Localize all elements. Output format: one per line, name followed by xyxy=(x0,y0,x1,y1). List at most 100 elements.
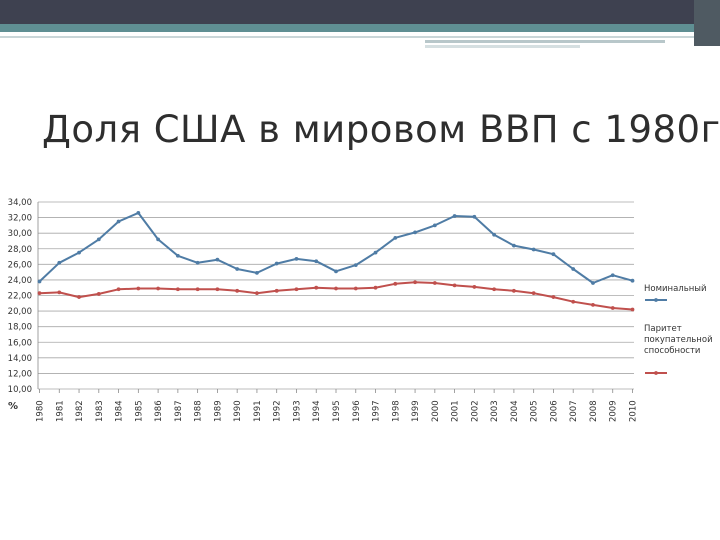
x-tick-label: 2000 xyxy=(431,400,441,422)
data-point-nominal xyxy=(274,261,279,266)
data-point-ppp xyxy=(373,285,378,290)
data-point-ppp xyxy=(334,286,338,291)
data-point-nominal xyxy=(334,269,338,274)
x-tick-label: 1999 xyxy=(411,400,421,422)
y-tick-label: 22,00 xyxy=(8,292,32,302)
x-tick-label: 1988 xyxy=(194,400,204,422)
data-point-ppp xyxy=(96,292,101,296)
data-point-ppp xyxy=(57,290,62,295)
data-point-ppp xyxy=(274,288,279,293)
x-tick-label: 1989 xyxy=(213,400,223,422)
data-point-ppp xyxy=(393,281,398,286)
x-tick-label: 1993 xyxy=(292,400,302,422)
x-tick-label: 2006 xyxy=(549,400,559,422)
slide-decor-line xyxy=(0,36,694,38)
data-point-nominal xyxy=(432,223,437,228)
data-point-ppp xyxy=(353,286,358,291)
x-tick-label: 1994 xyxy=(312,400,322,422)
slide-corner-accent xyxy=(694,0,720,46)
legend-marker-ppp xyxy=(654,371,658,375)
data-point-nominal xyxy=(413,230,417,235)
x-tick-label: 2004 xyxy=(510,400,520,422)
data-point-nominal xyxy=(551,252,556,257)
data-point-nominal xyxy=(373,250,378,255)
data-point-ppp xyxy=(472,285,477,289)
data-point-ppp xyxy=(294,287,299,292)
data-point-nominal xyxy=(175,253,180,258)
data-point-nominal xyxy=(136,211,141,215)
y-tick-label: 34,00 xyxy=(8,198,32,208)
x-tick-label: 1995 xyxy=(332,400,342,422)
y-tick-label: 24,00 xyxy=(8,276,32,286)
slide-decor-line xyxy=(425,40,665,43)
x-tick-label: 1985 xyxy=(134,400,144,422)
x-tick-label: 1986 xyxy=(154,400,164,422)
chart-axes: 34,00 32,00 30,00 28,00 26,00 24,00 22,00 20,00… xyxy=(8,198,639,422)
slide-top-bar xyxy=(0,0,720,24)
y-tick-label: 28,00 xyxy=(8,245,32,255)
data-point-nominal xyxy=(215,257,220,262)
x-tick-label: 1982 xyxy=(75,400,85,422)
x-tick-label: 2010 xyxy=(629,400,639,422)
data-point-nominal xyxy=(531,247,536,252)
x-tick-label: 1984 xyxy=(115,400,125,422)
data-point-ppp xyxy=(235,288,240,293)
x-tick-label: 2008 xyxy=(589,400,599,422)
data-point-nominal xyxy=(96,237,101,242)
x-tick-label: 1991 xyxy=(253,400,263,422)
chart-series xyxy=(37,211,635,312)
y-tick-label: 16,00 xyxy=(8,338,32,348)
data-point-nominal xyxy=(472,214,477,219)
data-point-ppp xyxy=(571,299,576,304)
data-point-nominal xyxy=(156,237,161,242)
data-point-ppp xyxy=(591,302,595,307)
data-point-nominal xyxy=(630,278,635,283)
data-point-ppp xyxy=(136,286,141,291)
legend-marker-nominal xyxy=(654,298,658,302)
data-point-nominal xyxy=(255,271,259,275)
x-tick-label: 2002 xyxy=(470,400,480,422)
data-point-ppp xyxy=(512,288,516,293)
y-tick-label: 20,00 xyxy=(8,307,32,317)
x-tick-label: 1996 xyxy=(352,400,362,422)
data-point-ppp xyxy=(610,306,615,310)
data-point-nominal xyxy=(492,232,497,237)
y-tick-label: 12,00 xyxy=(8,369,32,379)
data-point-ppp xyxy=(413,280,417,285)
legend-label-ppp: Паритет покупательной способности xyxy=(644,324,713,356)
data-point-ppp xyxy=(215,287,220,292)
x-tick-label: 2009 xyxy=(609,400,619,422)
data-point-nominal xyxy=(294,256,299,261)
data-point-nominal xyxy=(393,235,398,240)
data-point-ppp xyxy=(37,291,42,296)
data-point-ppp xyxy=(492,287,497,292)
chart-legend: Номинальный Паритет покупательной способнос… xyxy=(644,284,713,375)
x-tick-label: 1997 xyxy=(372,400,382,422)
y-tick-label: 26,00 xyxy=(8,260,32,270)
data-point-ppp xyxy=(551,295,556,299)
data-point-ppp xyxy=(630,307,635,312)
data-point-ppp xyxy=(452,283,457,288)
data-point-ppp xyxy=(175,287,180,292)
data-point-nominal xyxy=(195,260,200,265)
slide-decor-line xyxy=(425,45,580,48)
data-point-ppp xyxy=(255,291,259,296)
x-tick-label: 2003 xyxy=(490,400,500,422)
data-point-ppp xyxy=(195,287,200,292)
data-point-nominal xyxy=(314,259,319,264)
x-tick-label: 1998 xyxy=(391,400,401,422)
y-tick-label: 10,00 xyxy=(8,385,32,395)
x-tick-label: 1990 xyxy=(233,400,243,422)
legend-label-nominal: Номинальный xyxy=(644,284,707,294)
x-tick-label: 1980 xyxy=(36,400,46,422)
x-tick-label: 1983 xyxy=(95,400,105,422)
data-point-ppp xyxy=(77,295,81,299)
x-tick-label: 1981 xyxy=(55,400,65,422)
x-tick-label: 1987 xyxy=(174,400,184,422)
data-point-ppp xyxy=(432,281,437,285)
data-point-nominal xyxy=(353,263,358,268)
y-tick-label: 32,00 xyxy=(8,214,32,224)
data-point-ppp xyxy=(531,291,536,296)
slide-teal-band xyxy=(0,24,694,32)
